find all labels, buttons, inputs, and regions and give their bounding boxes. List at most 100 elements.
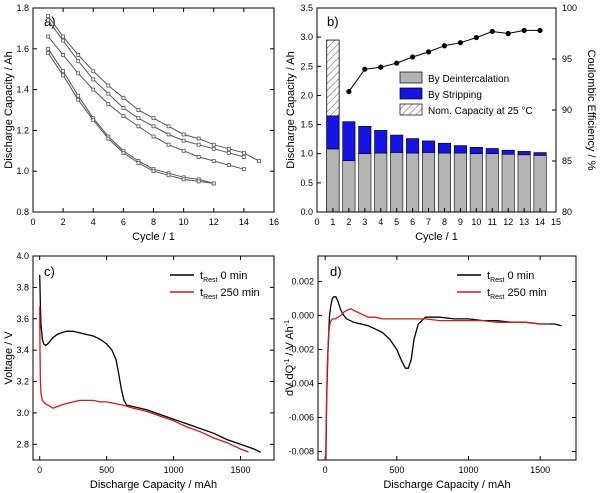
legend-tail: 250 min bbox=[217, 287, 259, 299]
deintercalation-bar bbox=[469, 153, 483, 213]
data-point bbox=[136, 161, 141, 165]
deintercalation-bar bbox=[501, 153, 515, 213]
x-tick-label: 0 bbox=[314, 217, 319, 227]
efficiency-point bbox=[473, 34, 479, 41]
data-point bbox=[257, 159, 261, 163]
ylabel-part: -1 bbox=[284, 359, 291, 365]
data-point bbox=[106, 101, 111, 106]
x-tick-label: 2 bbox=[346, 217, 351, 227]
efficiency-point bbox=[362, 66, 368, 72]
data-point bbox=[196, 179, 201, 184]
y-tick-label: 2.5 bbox=[300, 61, 313, 71]
x-tick-label: 6 bbox=[410, 217, 415, 227]
data-point bbox=[226, 150, 231, 155]
panel-xlabel: Discharge Capacity / mAh bbox=[383, 479, 510, 491]
stripping-bar bbox=[501, 149, 515, 155]
series-line-0 bbox=[47, 15, 260, 162]
legend-sub: Rest bbox=[203, 294, 217, 301]
deintercalation-bar bbox=[517, 154, 531, 213]
data-point bbox=[61, 53, 66, 57]
y-tick-label: 1.0 bbox=[300, 149, 313, 159]
stripping-bar bbox=[422, 140, 436, 153]
data-point bbox=[106, 83, 111, 88]
legend-t: t bbox=[200, 287, 203, 299]
x-tick-label: 7 bbox=[426, 217, 431, 227]
data-point bbox=[166, 173, 171, 178]
data-point bbox=[46, 46, 50, 51]
data-point bbox=[106, 136, 111, 141]
plot-frame bbox=[317, 255, 577, 461]
legend-t: t bbox=[200, 270, 203, 282]
efficiency-point bbox=[394, 60, 400, 66]
plot-frame bbox=[32, 255, 275, 461]
data-point bbox=[46, 14, 50, 19]
data-point bbox=[211, 181, 216, 186]
x-tick-label: 1500 bbox=[231, 465, 251, 475]
data-point bbox=[121, 114, 126, 119]
panel-ylabel: dV dQ-1 / V Ah-1 bbox=[284, 320, 296, 396]
x-tick-label: 500 bbox=[99, 465, 114, 475]
panel-d: 0 500 1000 1500 -0.008 -0.006 -0.004 -0.002 0.00… bbox=[284, 255, 577, 491]
y-tick-right-label: 80 bbox=[562, 207, 572, 217]
legend-sub: Rest bbox=[490, 294, 504, 301]
y-tick-label: 1.0 bbox=[16, 166, 29, 176]
data-point bbox=[241, 155, 246, 159]
x-tick-label: 13 bbox=[519, 217, 529, 227]
y-tick-label: 0.0 bbox=[300, 207, 313, 217]
panel-b-xlabel: Cycle / 1 bbox=[415, 231, 458, 243]
y-tick-label: 2.8 bbox=[16, 439, 29, 449]
y-tick-label: 4.0 bbox=[16, 251, 29, 261]
data-point bbox=[166, 124, 171, 129]
panel-b-ylabel: Discharge Capacity / Ah bbox=[285, 51, 297, 168]
deintercalation-bar bbox=[358, 153, 372, 213]
data-point bbox=[121, 106, 126, 110]
stripping-bar bbox=[374, 130, 388, 154]
data-point bbox=[61, 34, 66, 39]
x-tick-label: 14 bbox=[239, 217, 249, 227]
data-point bbox=[121, 95, 126, 100]
stripping-bar bbox=[453, 145, 467, 154]
y-tick-label: 1.4 bbox=[16, 85, 29, 95]
data-point bbox=[166, 132, 171, 137]
x-tick-label: 4 bbox=[91, 217, 96, 227]
y-tick-label: -0.002 bbox=[288, 345, 314, 355]
deintercalation-bar bbox=[374, 152, 388, 213]
y-tick-label: 3.0 bbox=[16, 408, 29, 418]
legend-swatch bbox=[399, 87, 423, 100]
legend-label: tRest 0 min bbox=[487, 270, 534, 284]
data-point bbox=[76, 59, 81, 63]
data-point bbox=[91, 69, 96, 74]
data-point bbox=[76, 93, 81, 98]
legend-t: t bbox=[487, 287, 490, 299]
legend-label: By Stripping bbox=[428, 90, 482, 101]
y-tick-right-label: 95 bbox=[562, 54, 572, 64]
y-tick-label: 0.5 bbox=[300, 178, 313, 188]
series-line-1 bbox=[47, 19, 245, 158]
efficiency-point bbox=[489, 28, 495, 35]
series-line-1 bbox=[324, 307, 549, 461]
y-tick-label: 3.6 bbox=[16, 314, 29, 324]
x-tick-label: 12 bbox=[503, 217, 513, 227]
x-tick-label: 1 bbox=[330, 217, 335, 227]
y-tick-label: 1.6 bbox=[16, 44, 29, 54]
deintercalation-bar bbox=[422, 152, 436, 213]
x-tick-label: 10 bbox=[471, 217, 481, 227]
legend-tail: 0 min bbox=[504, 270, 534, 282]
data-point bbox=[76, 53, 81, 57]
y-tick-right-label: 85 bbox=[562, 156, 572, 166]
deintercalation-bar bbox=[342, 160, 356, 213]
x-tick-label: 4 bbox=[378, 217, 383, 227]
data-point bbox=[91, 118, 96, 123]
x-tick-label: 0 bbox=[37, 465, 42, 475]
y-tick-label: 3.5 bbox=[300, 3, 313, 13]
legend-tail: 0 min bbox=[217, 270, 247, 282]
legend-sub: Rest bbox=[203, 277, 217, 284]
stripping-bar bbox=[517, 151, 531, 156]
legend-label: tRest 250 min bbox=[200, 287, 260, 301]
stripping-bar bbox=[390, 134, 404, 153]
series-line-4 bbox=[47, 52, 214, 184]
data-point bbox=[211, 142, 216, 147]
x-tick-label: 1000 bbox=[164, 465, 184, 475]
